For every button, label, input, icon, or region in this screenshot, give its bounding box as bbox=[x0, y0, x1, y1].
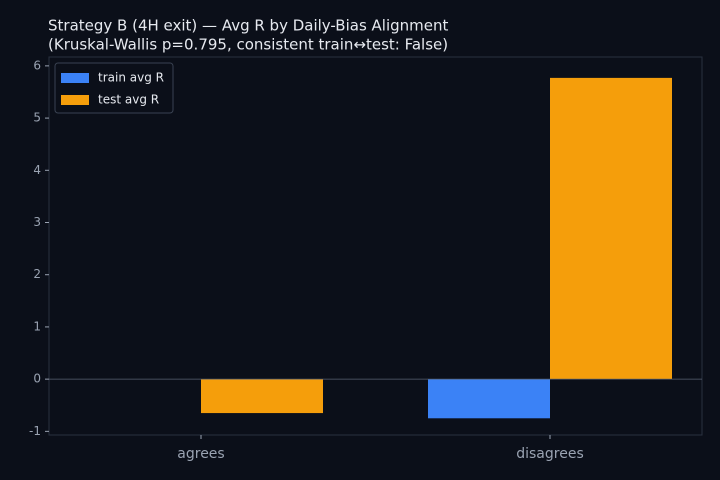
legend-label: test avg R bbox=[98, 93, 159, 107]
bar bbox=[201, 379, 323, 414]
plot-frame bbox=[48, 56, 703, 436]
y-tick-label: -1 bbox=[29, 424, 41, 438]
y-tick-label: 4 bbox=[33, 163, 41, 177]
y-tick-label: 5 bbox=[33, 111, 41, 125]
x-tick-label: disagrees bbox=[516, 446, 584, 462]
legend-swatch bbox=[61, 73, 89, 83]
chart-title: Strategy B (4H exit) — Avg R by Daily-Bi… bbox=[48, 17, 448, 35]
y-tick-label: 0 bbox=[33, 372, 41, 386]
y-tick-label: 2 bbox=[33, 267, 41, 281]
legend-label: train avg R bbox=[98, 71, 164, 85]
chart-subtitle: (Kruskal-Wallis p=0.795, consistent trai… bbox=[48, 36, 448, 54]
y-tick-label: 6 bbox=[33, 58, 41, 72]
legend-swatch bbox=[61, 95, 89, 105]
x-tick-label: agrees bbox=[177, 446, 224, 462]
bar bbox=[550, 77, 672, 380]
y-tick-label: 3 bbox=[33, 215, 41, 229]
y-tick-label: 1 bbox=[33, 319, 41, 333]
bar bbox=[428, 379, 550, 419]
